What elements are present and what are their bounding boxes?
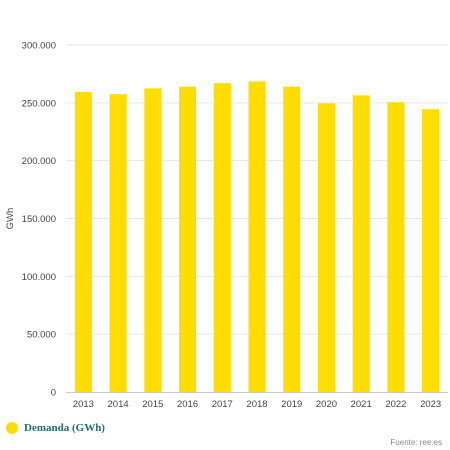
bar-2016[interactable]: [179, 86, 197, 392]
x-tick-label: 2016: [177, 399, 198, 410]
y-tick-label: 0: [51, 388, 56, 399]
x-tick-label: 2019: [281, 399, 302, 410]
y-tick-label: 100.000: [22, 272, 56, 283]
legend-marker: [6, 422, 18, 434]
bar-2014[interactable]: [109, 94, 127, 393]
x-tick-label: 2022: [385, 399, 406, 410]
x-tick-label: 2020: [316, 399, 337, 410]
y-axis-ticks: 0 50.000 100.000 150.000 200.000 250.000 300.0…: [22, 41, 56, 399]
x-tick-label: 2023: [420, 399, 441, 410]
source-note: Fuente: ree.es: [390, 438, 442, 447]
y-tick-label: 250.000: [22, 98, 56, 109]
bar-2017[interactable]: [213, 83, 231, 393]
x-tick-label: 2018: [246, 399, 267, 410]
y-axis-label: GWh: [5, 208, 16, 230]
bars: [74, 81, 440, 393]
x-tick-label: 2021: [351, 399, 372, 410]
y-tick-label: 200.000: [22, 156, 56, 167]
bar-2018[interactable]: [248, 81, 266, 392]
bar-2023[interactable]: [422, 109, 440, 392]
bar-2015[interactable]: [144, 88, 162, 392]
x-tick-label: 2015: [142, 399, 163, 410]
legend-label[interactable]: Demanda (GWh): [24, 422, 105, 434]
bar-2013[interactable]: [74, 91, 92, 392]
x-axis-ticks: 2013 2014 2015 2016 2017 2018 2019 2020 2021 2022…: [73, 399, 441, 410]
bar-chart: 0 50.000 100.000 150.000 200.000 250.000 300.0…: [5, 41, 448, 410]
x-tick-label: 2014: [108, 399, 129, 410]
legend[interactable]: Demanda (GWh): [6, 422, 105, 434]
bar-2020[interactable]: [317, 103, 335, 392]
bar-2021[interactable]: [352, 95, 370, 392]
x-tick-label: 2013: [73, 399, 94, 410]
y-tick-label: 300.000: [22, 41, 56, 52]
bar-2022[interactable]: [387, 102, 405, 392]
y-tick-label: 50.000: [27, 330, 56, 341]
y-tick-label: 150.000: [22, 214, 56, 225]
x-tick-label: 2017: [212, 399, 233, 410]
bar-2019[interactable]: [283, 86, 301, 392]
